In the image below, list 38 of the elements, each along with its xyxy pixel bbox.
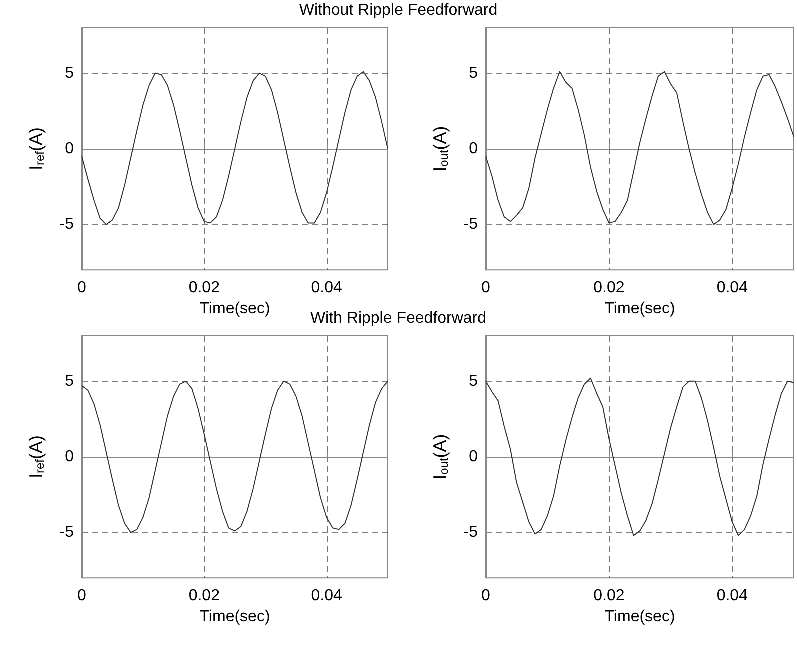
y-tick-label: 0 — [469, 140, 478, 158]
x-tick-label: 0.02 — [594, 588, 625, 605]
line-series — [486, 378, 794, 536]
y-tick-label: -5 — [464, 216, 478, 234]
chart-title: With Ripple Feedforward — [310, 310, 487, 327]
x-tick-label: 0.04 — [311, 280, 342, 297]
y-axis-title: Iout(A) — [430, 434, 451, 480]
x-tick-label: 0.02 — [188, 588, 220, 605]
x-tick-label: 0 — [78, 280, 87, 297]
y-tick-label: -5 — [464, 524, 478, 542]
x-tick-label: 0.02 — [188, 280, 220, 297]
x-axis-title: Time(sec) — [200, 608, 270, 626]
line-series — [82, 380, 388, 534]
y-tick-label: 5 — [65, 64, 74, 82]
y-tick-label: 0 — [65, 448, 74, 466]
x-tick-label: 0.04 — [716, 280, 748, 297]
chart-title: Without Ripple Feedforward — [298, 2, 499, 20]
y-tick-label: 5 — [65, 372, 74, 390]
x-axis-title: Time(sec) — [604, 608, 676, 626]
y-tick-label: 0 — [65, 140, 74, 158]
line-series — [82, 71, 388, 226]
x-tick-label: 0.04 — [311, 588, 342, 605]
x-tick-label: 0 — [482, 280, 491, 297]
y-tick-label: -5 — [60, 216, 74, 234]
x-tick-label: 0 — [78, 588, 87, 605]
x-tick-label: 0 — [482, 588, 491, 605]
y-tick-label: 5 — [469, 372, 478, 390]
x-axis-title: Time(sec) — [604, 300, 676, 318]
x-axis-title: Time(sec) — [200, 300, 270, 318]
x-tick-label: 0.02 — [594, 280, 625, 297]
line-series — [486, 71, 794, 226]
x-tick-label: 0.04 — [716, 588, 748, 605]
y-axis-title: Iref(A) — [26, 436, 47, 479]
y-tick-label: 5 — [469, 64, 478, 82]
y-tick-label: -5 — [60, 524, 74, 542]
y-axis-title: Iout(A) — [430, 126, 451, 172]
y-axis-title: Iref(A) — [26, 128, 47, 171]
y-tick-label: 0 — [469, 448, 478, 466]
